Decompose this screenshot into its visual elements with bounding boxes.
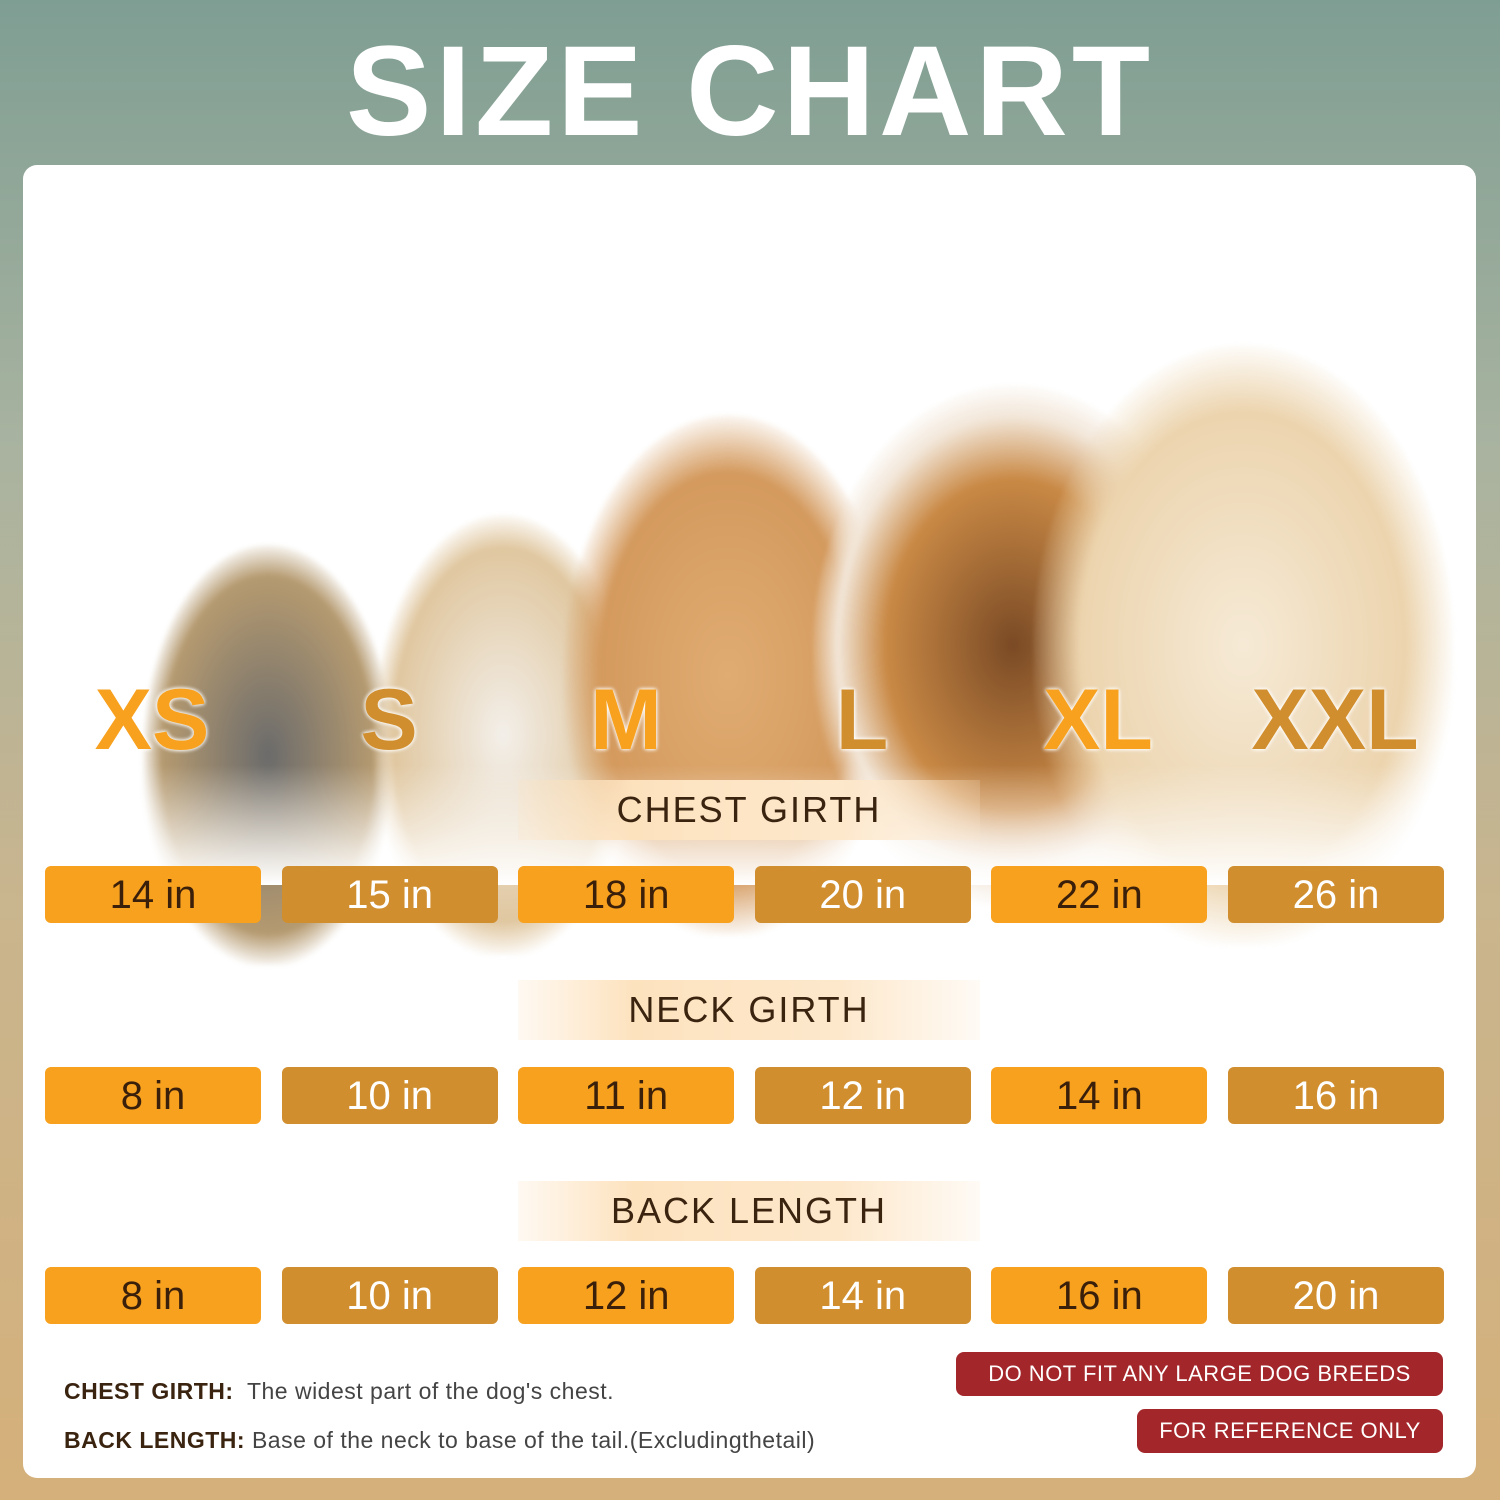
- section-header: CHEST GIRTH: [518, 780, 980, 840]
- measurement-cell: 10 in: [281, 1067, 498, 1124]
- measurement-cell: 20 in: [1228, 1267, 1444, 1324]
- measurement-cell: 15 in: [281, 866, 498, 923]
- warning-badge: DO NOT FIT ANY LARGE DOG BREEDS: [956, 1352, 1443, 1396]
- measurement-cell: 20 in: [754, 866, 971, 923]
- size-label-l: L: [835, 672, 889, 768]
- measurement-cell: 11 in: [518, 1067, 735, 1124]
- measurement-cell: 22 in: [991, 866, 1208, 923]
- section-header: NECK GIRTH: [518, 980, 980, 1040]
- measurement-cell: 18 in: [518, 866, 735, 923]
- size-label-xl: XL: [1043, 672, 1153, 768]
- size-label-m: M: [590, 672, 662, 768]
- measurement-cell: 16 in: [1228, 1067, 1444, 1124]
- note-chest-girth: CHEST GIRTH: The widest part of the dog'…: [64, 1378, 615, 1404]
- measurement-cell: 14 in: [991, 1067, 1208, 1124]
- size-chart-card: XS S M L XL XXL CHEST GIRTH 14 in 15 in 18 …: [23, 165, 1476, 1478]
- section-header: BACK LENGTH: [518, 1181, 980, 1241]
- measurement-cell: 16 in: [991, 1267, 1208, 1324]
- size-label-xs: XS: [94, 672, 210, 768]
- measurement-cell: 26 in: [1228, 866, 1444, 923]
- measurement-cell: 12 in: [518, 1267, 735, 1324]
- page-title: SIZE CHART: [346, 20, 1154, 163]
- size-label-s: S: [360, 672, 418, 768]
- measurement-cell: 8 in: [45, 1067, 261, 1124]
- size-label-xxl: XXL: [1251, 672, 1419, 768]
- measurement-cell: 12 in: [754, 1067, 971, 1124]
- measurement-cell: 8 in: [45, 1267, 261, 1324]
- measurement-cell: 14 in: [754, 1267, 971, 1324]
- reference-badge: FOR REFERENCE ONLY: [1137, 1409, 1443, 1453]
- measurement-cell: 10 in: [281, 1267, 498, 1324]
- measurement-cell: 14 in: [45, 866, 261, 923]
- note-back-length: BACK LENGTH: Base of the neck to base of…: [64, 1427, 816, 1453]
